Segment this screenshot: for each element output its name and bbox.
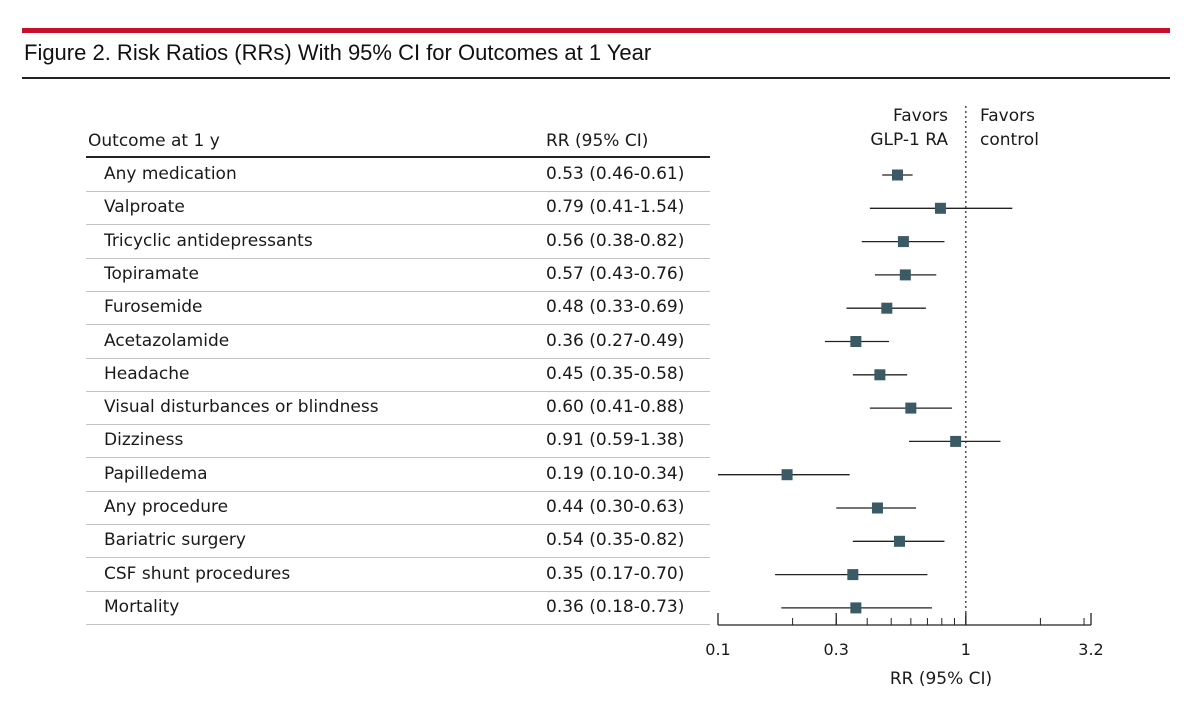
rr-point: [847, 569, 859, 581]
table-row: Acetazolamide 0.36 (0.27-0.49): [86, 325, 710, 359]
table-row: Tricyclic antidepressants 0.56 (0.38-0.82…: [86, 225, 710, 259]
favors-control-line1: Favors: [980, 106, 1035, 126]
rr-point: [897, 236, 909, 248]
rr-point: [950, 435, 962, 447]
table-row: CSF shunt procedures 0.35 (0.17-0.70): [86, 558, 710, 592]
rr-point: [850, 336, 862, 347]
rr-point: [899, 269, 911, 281]
favors-glp1-line1: Favors: [893, 106, 948, 126]
table-row: Headache 0.45 (0.35-0.58): [86, 358, 710, 392]
table-row: Visual disturbances or blindness 0.60 (0.…: [86, 391, 710, 426]
outcome-label: CSF shunt procedures: [104, 563, 291, 584]
table-row: Topiramate 0.57 (0.43-0.76): [86, 258, 710, 292]
table-row: Furosemide 0.48 (0.33-0.69): [86, 291, 710, 326]
outcome-label: Papilledema: [104, 463, 208, 484]
outcome-label: Furosemide: [104, 297, 203, 318]
rr-value: 0.91 (0.59-1.38): [546, 430, 685, 451]
rr-point: [781, 469, 793, 481]
outcome-label: Acetazolamide: [104, 330, 230, 351]
table-row: Mortality 0.36 (0.18-0.73): [86, 591, 710, 625]
x-tick-label: 0.3: [824, 640, 849, 659]
outcome-label: Mortality: [104, 596, 180, 617]
outcome-label: Dizziness: [104, 430, 184, 451]
outcome-label: Headache: [104, 363, 190, 384]
rr-point: [871, 502, 883, 514]
table-row: Any procedure 0.44 (0.30-0.63): [86, 491, 710, 525]
x-tick-label: 3.2: [1078, 640, 1103, 659]
rr-value: 0.53 (0.46-0.61): [546, 164, 685, 184]
rr-value: 0.48 (0.33-0.69): [546, 297, 685, 318]
outcome-label: Topiramate: [104, 263, 199, 284]
rr-value: 0.54 (0.35-0.82): [546, 530, 685, 551]
outcome-label: Visual disturbances or blindness: [104, 397, 379, 418]
figure-title: Figure 2. Risk Ratios (RRs) With 95% CI …: [24, 40, 652, 65]
rr-value: 0.60 (0.41-0.88): [546, 397, 685, 418]
outcome-label: Valproate: [104, 197, 185, 218]
rr-point: [891, 169, 903, 181]
favors-control-label: Favors control: [980, 104, 1039, 152]
x-axis-title: RR (95% CI): [890, 669, 992, 689]
rr-point: [934, 202, 946, 214]
rr-value: 0.45 (0.35-0.58): [546, 363, 685, 384]
rr-value: 0.57 (0.43-0.76): [546, 263, 685, 284]
rr-column-header: RR (95% CI): [546, 131, 649, 151]
table-row: Papilledema 0.19 (0.10-0.34): [86, 458, 710, 492]
outcome-label: Any procedure: [104, 497, 229, 517]
rr-point: [893, 535, 905, 547]
table-row: Valproate 0.79 (0.41-1.54): [86, 191, 710, 226]
table-row: Dizziness 0.91 (0.59-1.38): [86, 424, 710, 459]
outcome-label: Bariatric surgery: [104, 530, 246, 551]
rr-value: 0.36 (0.18-0.73): [546, 596, 685, 617]
outcome-label: Any medication: [104, 164, 237, 184]
rr-point: [850, 602, 862, 614]
rr-value: 0.35 (0.17-0.70): [546, 563, 685, 584]
rr-value: 0.56 (0.38-0.82): [546, 230, 685, 251]
rr-point: [881, 302, 893, 314]
x-tick-label: 1: [961, 640, 971, 659]
rr-value: 0.79 (0.41-1.54): [546, 197, 685, 218]
table-row: Any medication 0.53 (0.46-0.61): [86, 158, 710, 192]
favors-glp1-label: Favors GLP-1 RA: [870, 104, 948, 152]
rr-point: [874, 369, 886, 381]
table-row: Bariatric surgery 0.54 (0.35-0.82): [86, 524, 710, 559]
title-accent-bar: [22, 28, 1170, 33]
rr-value: 0.36 (0.27-0.49): [546, 330, 685, 351]
header-rule: [86, 156, 710, 158]
outcome-column-header: Outcome at 1 y: [88, 131, 220, 151]
x-tick-label: 0.1: [705, 640, 730, 659]
favors-control-line2: control: [980, 130, 1039, 150]
outcome-label: Tricyclic antidepressants: [104, 230, 313, 251]
rr-value: 0.19 (0.10-0.34): [546, 463, 685, 484]
rr-value: 0.44 (0.30-0.63): [546, 497, 685, 517]
rr-point: [905, 402, 917, 414]
favors-glp1-line2: GLP-1 RA: [870, 130, 948, 150]
title-rule: [22, 77, 1170, 79]
